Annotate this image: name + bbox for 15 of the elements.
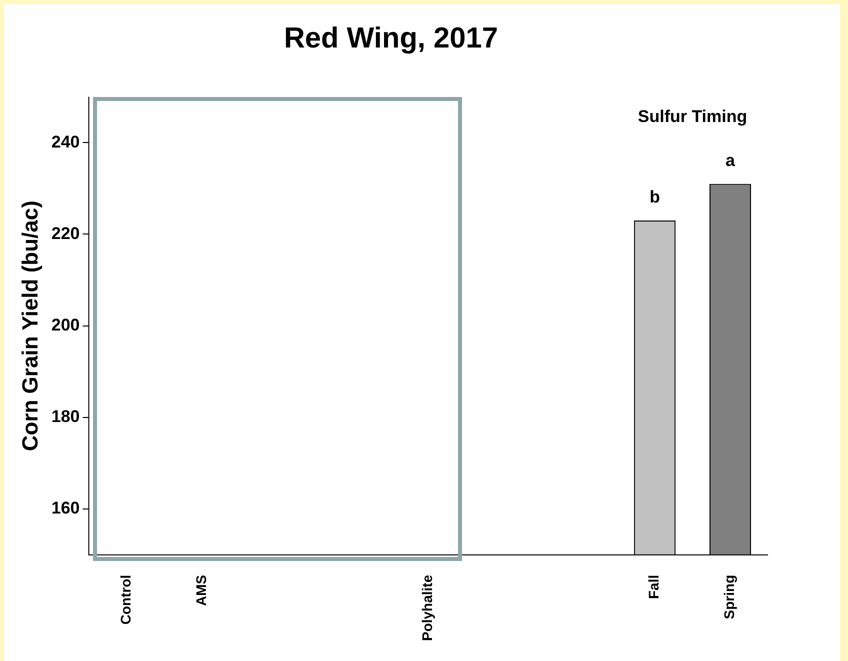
x-tick-label: Control (117, 574, 134, 625)
y-tick-label: 240 (51, 132, 80, 152)
x-tick-label: Spring (721, 574, 738, 620)
annotation: Sulfur Timing (638, 106, 748, 126)
annotation: b (650, 188, 660, 207)
y-axis-title: Corn Grain Yield (bu/ac) (17, 200, 42, 452)
x-tick-label: Fall (646, 574, 662, 599)
y-tick-label: 180 (51, 407, 80, 426)
y-tick-label: 200 (51, 316, 80, 335)
x-tick-label: Polyhalite (419, 574, 436, 642)
annotation: a (726, 151, 736, 170)
x-tick-label: AMS (192, 574, 209, 606)
y-tick-label: 160 (51, 498, 80, 518)
chart-title: Red Wing, 2017 (284, 22, 498, 54)
y-tick-label: 220 (51, 224, 80, 243)
